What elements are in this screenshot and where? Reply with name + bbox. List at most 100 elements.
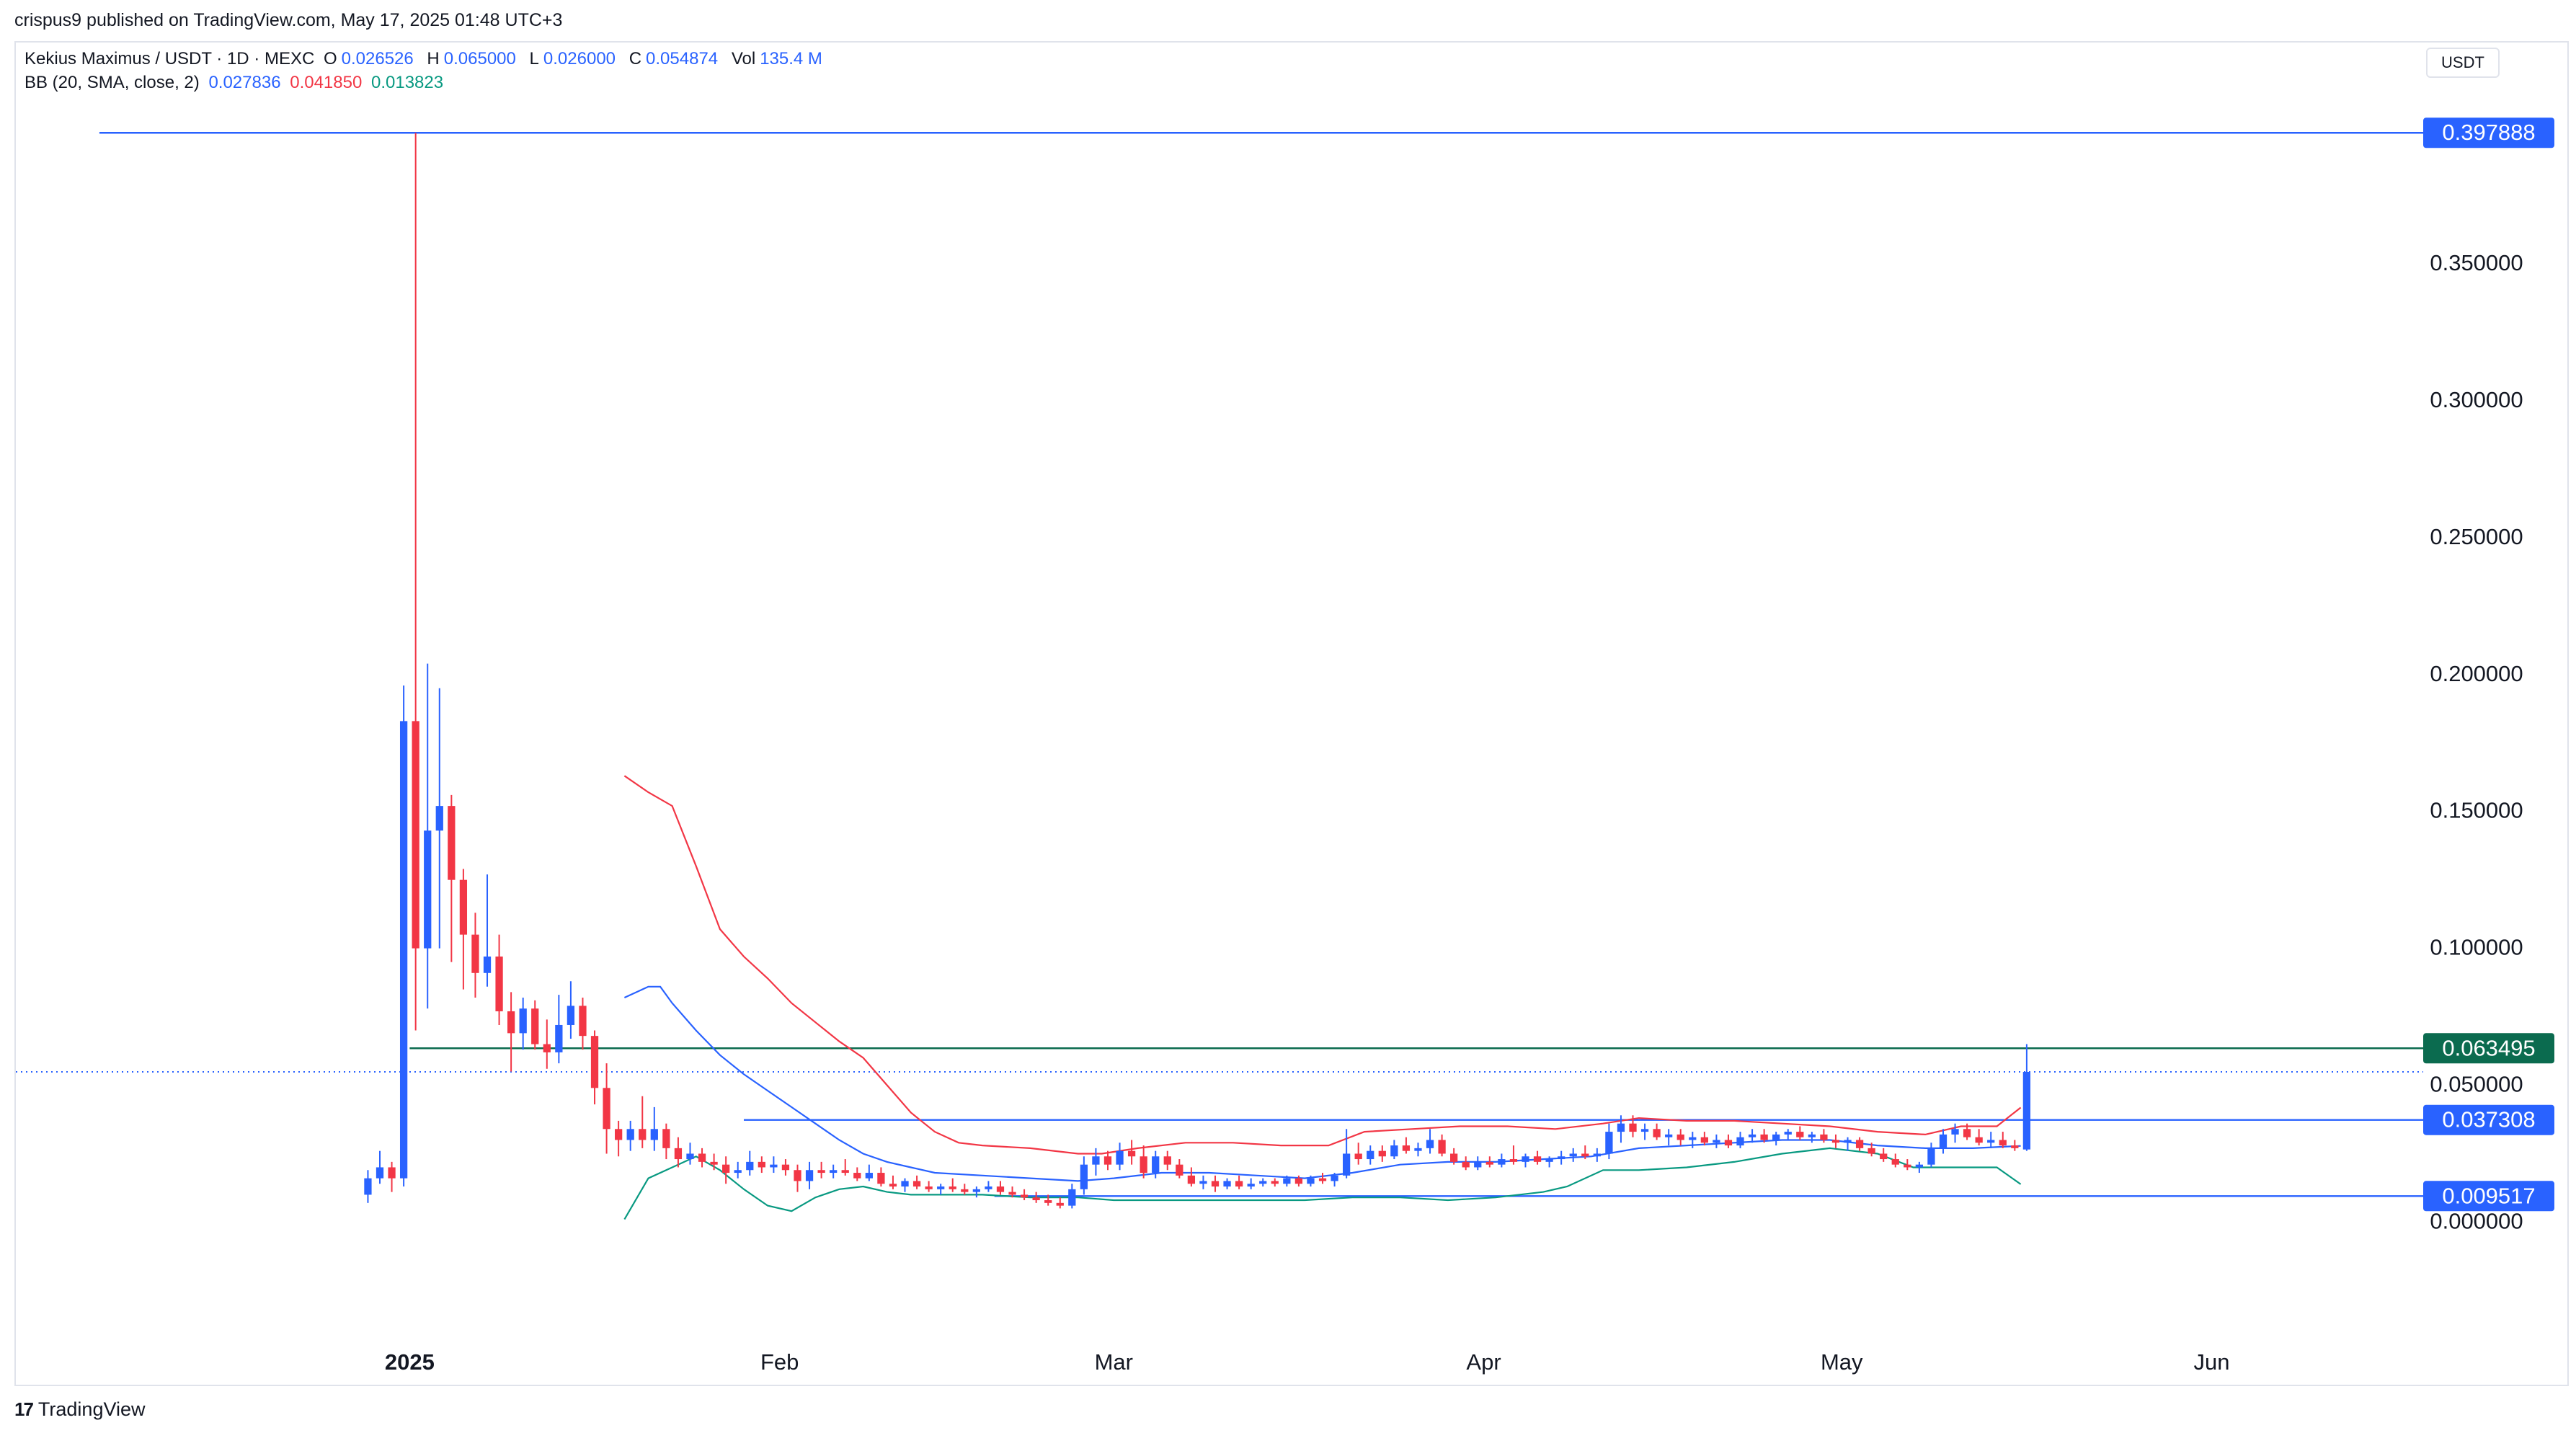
candle	[603, 1063, 610, 1154]
candle-body	[1617, 1123, 1625, 1132]
candle-body	[1939, 1134, 1947, 1148]
candle	[1176, 1159, 1183, 1179]
candle-body	[1127, 1150, 1136, 1157]
candle-body	[1318, 1178, 1327, 1181]
candle-body	[1307, 1178, 1315, 1184]
candle	[1068, 1184, 1076, 1209]
candle-body	[1867, 1148, 1875, 1154]
candle-body	[805, 1170, 814, 1181]
candle-body	[794, 1170, 801, 1181]
candle	[734, 1161, 742, 1179]
volume-value: 135.4 M	[760, 49, 822, 68]
price-badge-2: 0.037308	[2423, 1104, 2554, 1135]
candle-body	[1235, 1181, 1243, 1187]
candle	[746, 1150, 754, 1176]
candle-body	[1927, 1148, 1935, 1165]
candle-body	[1545, 1159, 1553, 1162]
candles	[364, 133, 2031, 1209]
candle	[1378, 1145, 1386, 1162]
candle	[2022, 1044, 2031, 1151]
candle-body	[1080, 1164, 1088, 1189]
price-badge-bg	[2423, 1033, 2554, 1064]
candle	[1796, 1126, 1804, 1140]
candle-body	[615, 1129, 623, 1140]
candle	[1545, 1156, 1553, 1168]
candle-body	[1354, 1153, 1362, 1160]
candle-body	[1593, 1153, 1601, 1157]
candle-body	[1462, 1161, 1470, 1168]
candle-body	[1271, 1181, 1279, 1184]
candle	[758, 1156, 765, 1174]
candle-body	[1558, 1156, 1565, 1160]
candle	[1438, 1134, 1446, 1157]
price-badge-1: 0.063495	[2423, 1033, 2554, 1064]
open-label: O	[323, 49, 337, 68]
candle-body	[1426, 1140, 1434, 1148]
tradingview-logo[interactable]: 17 TradingView	[14, 1398, 146, 1421]
candle	[1187, 1167, 1196, 1187]
candle	[1092, 1148, 1100, 1176]
high-value: 0.065000	[443, 49, 516, 68]
candle	[830, 1164, 838, 1179]
candle	[555, 995, 563, 1064]
candle	[1558, 1150, 1565, 1165]
candle	[2011, 1140, 2019, 1151]
bb-title[interactable]: BB (20, SMA, close, 2)	[25, 73, 200, 92]
close-label: C	[629, 49, 642, 68]
candle	[459, 869, 468, 990]
candle-body	[1390, 1145, 1398, 1157]
candle	[877, 1167, 885, 1187]
candle-body	[579, 1006, 587, 1037]
candle-body	[1056, 1202, 1064, 1206]
y-tick-label: 0.250000	[2430, 524, 2523, 549]
candle-body	[949, 1186, 956, 1189]
candle-body	[1187, 1175, 1196, 1184]
candle-body	[1736, 1137, 1744, 1146]
candle	[1676, 1129, 1684, 1146]
candle	[972, 1186, 980, 1198]
price-labels: 0.397888 0.063495 0.037308 0.009517	[2423, 117, 2554, 1212]
candle-body	[1020, 1194, 1029, 1198]
candle-body	[1915, 1164, 1924, 1168]
candle-body	[734, 1170, 742, 1174]
candle-body	[424, 830, 432, 949]
candle	[1247, 1178, 1255, 1189]
candle-body	[471, 934, 479, 973]
candle-body	[710, 1161, 718, 1165]
price-badge-bg	[2423, 1104, 2554, 1135]
y-tick-label: 0.100000	[2430, 935, 2523, 960]
candle-body	[1880, 1153, 1888, 1160]
candle	[1199, 1175, 1207, 1189]
y-tick-label: 0.300000	[2430, 387, 2523, 412]
candle-body	[1844, 1140, 1852, 1143]
candle-body	[758, 1161, 765, 1168]
candle	[579, 997, 587, 1050]
candle-body	[507, 1011, 515, 1034]
symbol-title[interactable]: Kekius Maximus / USDT · 1D · MEXC	[25, 49, 315, 68]
candle-body	[448, 806, 456, 880]
candle	[1354, 1143, 1362, 1165]
candle	[1569, 1148, 1577, 1162]
volume-label: Vol	[731, 49, 756, 68]
candle-body	[674, 1148, 683, 1160]
candle-body	[1724, 1140, 1733, 1146]
candle	[615, 1120, 623, 1157]
candle	[1760, 1129, 1768, 1143]
candle-body	[1999, 1140, 2007, 1146]
candle	[1116, 1143, 1124, 1171]
candle-body	[1904, 1164, 1911, 1168]
price-badge-bg	[2423, 1181, 2554, 1212]
candle	[1271, 1178, 1279, 1187]
symbol-legend: Kekius Maximus / USDT · 1D · MEXC O 0.026…	[25, 49, 831, 69]
candle-body	[1808, 1134, 1816, 1137]
candle	[1163, 1150, 1171, 1171]
candle	[590, 1030, 599, 1105]
candle	[1509, 1145, 1518, 1165]
currency-button[interactable]: USDT	[2426, 48, 2500, 78]
candle-body	[1605, 1132, 1613, 1154]
candle-body	[399, 721, 408, 1179]
candle	[961, 1184, 969, 1195]
candle	[650, 1106, 658, 1151]
candle	[698, 1148, 706, 1168]
